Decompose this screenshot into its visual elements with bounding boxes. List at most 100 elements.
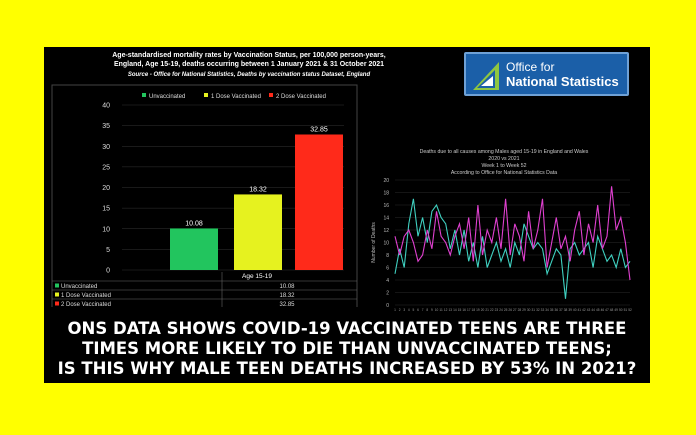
line-x-tick-label: 37 xyxy=(559,308,563,312)
line-y-tick-label: 2 xyxy=(386,291,389,297)
line-x-tick-label: 19 xyxy=(476,308,480,312)
line-x-tick-label: 33 xyxy=(541,308,545,312)
line-x-tick-label: 34 xyxy=(545,308,549,312)
bar-y-tick-label: 30 xyxy=(102,144,110,151)
line-x-tick-label: 24 xyxy=(499,308,503,312)
line-x-tick-label: 32 xyxy=(536,308,540,312)
bar-y-tick-label: 5 xyxy=(106,247,110,254)
line-x-tick-label: 25 xyxy=(504,308,508,312)
bar-y-tick-label: 15 xyxy=(102,206,110,213)
line-x-tick-label: 36 xyxy=(555,308,559,312)
series-line-2020 xyxy=(394,198,631,299)
line-x-tick-label: 31 xyxy=(531,308,535,312)
headline-line: IS THIS WHY MALE TEEN DEATHS INCREASED B… xyxy=(57,359,637,378)
line-x-tick-label: 9 xyxy=(431,308,433,312)
series-line-2021 xyxy=(394,186,631,281)
line-x-tick-label: 2 xyxy=(399,308,401,312)
line-y-tick-label: 12 xyxy=(383,228,389,234)
legend-swatch xyxy=(269,93,273,97)
line-x-tick-label: 1 xyxy=(394,308,396,312)
table-value: 32.85 xyxy=(279,302,295,307)
line-x-tick-label: 6 xyxy=(417,308,419,312)
line-x-tick-label: 38 xyxy=(564,308,568,312)
line-x-tick-label: 17 xyxy=(467,308,471,312)
line-y-tick-label: 14 xyxy=(383,216,389,222)
legend-swatch xyxy=(142,93,146,97)
line-chart-title-line: Deaths due to all causes among Males age… xyxy=(420,149,589,155)
line-x-tick-label: 8 xyxy=(426,308,428,312)
line-x-tick-label: 48 xyxy=(610,308,614,312)
line-x-tick-label: 12 xyxy=(444,308,448,312)
bar-chart-frame xyxy=(51,84,358,307)
legend-label: 1 Dose Vaccinated xyxy=(211,94,261,100)
line-y-tick-label: 16 xyxy=(383,203,389,209)
ons-logo: Office for National Statistics xyxy=(464,52,629,96)
line-x-tick-label: 20 xyxy=(481,308,485,312)
line-x-tick-label: 29 xyxy=(522,308,526,312)
table-row-label: 2 Dose Vaccinated xyxy=(61,302,111,307)
line-y-tick-label: 6 xyxy=(386,266,389,272)
line-x-tick-label: 27 xyxy=(513,308,517,312)
line-chart-title-line: Week 1 to Week 52 xyxy=(481,163,526,169)
line-x-tick-label: 14 xyxy=(453,308,457,312)
line-x-tick-label: 35 xyxy=(550,308,554,312)
headline-line: TIMES MORE LIKELY TO DIE THAN UNVACCINAT… xyxy=(82,339,612,358)
line-x-tick-label: 51 xyxy=(624,308,628,312)
line-x-tick-label: 39 xyxy=(568,308,572,312)
male-teen-deaths-line-chart: Deaths due to all causes among Males age… xyxy=(371,149,632,312)
line-x-tick-label: 21 xyxy=(485,308,489,312)
line-y-tick-label: 4 xyxy=(386,278,389,284)
line-x-tick-label: 43 xyxy=(587,308,591,312)
line-x-tick-label: 16 xyxy=(462,308,466,312)
line-y-axis-label: Number of Deaths xyxy=(371,222,377,263)
line-x-tick-label: 41 xyxy=(578,308,582,312)
legend-label: Unvaccinated xyxy=(149,94,185,100)
line-x-tick-label: 7 xyxy=(422,308,424,312)
bar-data-label: 10.08 xyxy=(185,220,203,227)
line-chart-title-line: 2020 vs 2021 xyxy=(488,156,519,162)
bar-category-label: Age 15-19 xyxy=(242,273,272,280)
ons-logo-mark-icon xyxy=(473,62,499,90)
bar-unvaccinated xyxy=(170,228,218,270)
bar-chart-source: Source - Office for National Statistics,… xyxy=(128,72,371,78)
line-x-tick-label: 45 xyxy=(596,308,600,312)
line-chart-title-line: According to Office for National Statist… xyxy=(451,170,557,176)
bar-y-tick-label: 40 xyxy=(102,103,110,110)
bar-y-tick-label: 20 xyxy=(102,185,110,192)
table-row-label: 1 Dose Vaccinated xyxy=(61,293,111,299)
line-x-tick-label: 10 xyxy=(435,308,439,312)
table-swatch xyxy=(55,292,59,297)
infographic-panel: Age-standardised mortality rates by Vacc… xyxy=(44,47,650,383)
line-x-tick-label: 44 xyxy=(591,308,595,312)
line-y-tick-label: 10 xyxy=(383,241,389,247)
line-x-tick-label: 15 xyxy=(458,308,462,312)
line-x-tick-label: 5 xyxy=(413,308,415,312)
line-x-tick-label: 40 xyxy=(573,308,577,312)
table-row-label: Unvaccinated xyxy=(61,284,97,290)
line-x-tick-label: 30 xyxy=(527,308,531,312)
line-x-tick-label: 13 xyxy=(449,308,453,312)
ons-logo-line1: Office for xyxy=(506,60,555,74)
line-x-tick-label: 28 xyxy=(518,308,522,312)
line-x-tick-label: 23 xyxy=(495,308,499,312)
headline-line: ONS DATA SHOWS COVID-19 VACCINATED TEENS… xyxy=(67,319,627,338)
line-y-tick-label: 0 xyxy=(386,303,389,309)
table-swatch xyxy=(55,301,59,306)
table-swatch xyxy=(55,283,59,288)
line-y-tick-label: 18 xyxy=(383,191,389,197)
vaccination-mortality-bar-chart: Age-standardised mortality rates by Vacc… xyxy=(51,52,386,307)
line-x-tick-label: 18 xyxy=(472,308,476,312)
line-x-tick-label: 11 xyxy=(439,308,443,312)
line-x-tick-label: 49 xyxy=(614,308,618,312)
bar-y-tick-label: 25 xyxy=(102,164,110,171)
line-x-tick-label: 47 xyxy=(605,308,609,312)
table-value: 18.32 xyxy=(279,293,295,299)
line-x-tick-label: 50 xyxy=(619,308,623,312)
bar-data-label: 18.32 xyxy=(249,186,267,193)
line-x-tick-label: 3 xyxy=(403,308,405,312)
bar-y-tick-label: 0 xyxy=(106,268,110,275)
bar-data-label: 32.85 xyxy=(310,126,328,133)
headline: ONS DATA SHOWS COVID-19 VACCINATED TEENS… xyxy=(44,319,650,379)
table-value: 10.08 xyxy=(279,284,295,290)
legend-swatch xyxy=(204,93,208,97)
